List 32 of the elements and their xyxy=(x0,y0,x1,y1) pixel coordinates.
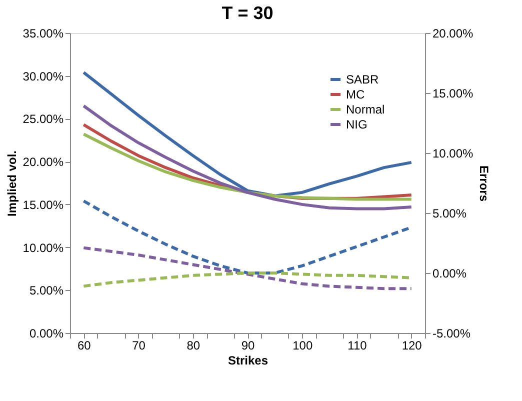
x-tick-label: 110 xyxy=(348,338,368,352)
legend-label: NIG xyxy=(346,118,368,132)
y-tick-label: 30.00% xyxy=(22,69,64,84)
x-tick-label: 90 xyxy=(241,338,255,352)
x-tick-label: 70 xyxy=(132,338,146,352)
x-tick-label: 120 xyxy=(402,338,422,352)
y-tick-label: 10.00% xyxy=(22,240,64,255)
y2-tick-label: 10.00% xyxy=(432,146,474,160)
legend-label: Normal xyxy=(346,102,385,116)
x-tick-label: 80 xyxy=(186,338,200,352)
y-tick-label: 20.00% xyxy=(22,155,64,170)
x-tick-label: 100 xyxy=(292,338,313,352)
legend-label: MC xyxy=(346,88,365,102)
legend-label: SABR xyxy=(346,72,380,86)
y2-tick-label: 5.00% xyxy=(432,206,467,220)
y-tick-label: 35.00% xyxy=(22,26,64,40)
y2-tick-label: -5.00% xyxy=(432,326,471,340)
y-tick-label: 0.00% xyxy=(29,326,64,340)
y-tick-label: 15.00% xyxy=(22,198,64,212)
line-series xyxy=(82,246,413,290)
y2-tick-label: 0.00% xyxy=(432,266,467,280)
line-series xyxy=(82,104,413,210)
x-axis-title: Strikes xyxy=(228,354,268,368)
chart-title: T = 30 xyxy=(222,3,274,23)
y2-tick-label: 20.00% xyxy=(432,26,474,40)
y2-axis-title: Errors xyxy=(477,165,492,202)
y-axis-title: Implied vol. xyxy=(4,150,19,217)
line-series xyxy=(82,70,413,198)
y-tick-label: 5.00% xyxy=(29,284,64,298)
y-tick-label: 25.00% xyxy=(22,112,64,126)
x-tick-label: 60 xyxy=(77,338,92,352)
y2-tick-label: 15.00% xyxy=(432,86,474,100)
